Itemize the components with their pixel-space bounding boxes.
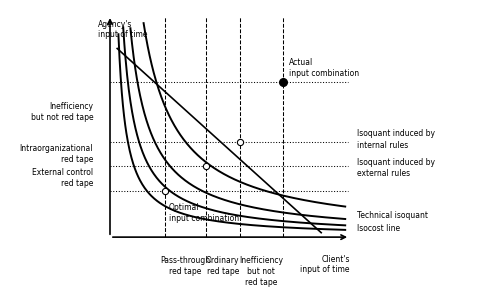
Text: Isocost line: Isocost line (357, 224, 401, 233)
Text: Intraorganizational
red tape: Intraorganizational red tape (20, 144, 93, 164)
Text: Optimal
input combination: Optimal input combination (169, 203, 239, 223)
Text: Client's
input of time: Client's input of time (300, 255, 350, 274)
Text: Isoquant induced by
external rules: Isoquant induced by external rules (357, 158, 435, 178)
Text: External control
red tape: External control red tape (32, 168, 93, 188)
Text: Technical isoquant: Technical isoquant (357, 211, 428, 220)
Text: Inefficiency
but not red tape: Inefficiency but not red tape (30, 102, 93, 122)
Text: Pass-through
red tape: Pass-through red tape (160, 256, 210, 276)
Text: Ordinary
red tape: Ordinary red tape (206, 256, 240, 276)
Text: Agency's
input of time: Agency's input of time (98, 20, 148, 39)
Text: Actual
input combination: Actual input combination (289, 58, 359, 78)
Text: Isoquant induced by
internal rules: Isoquant induced by internal rules (357, 130, 435, 150)
Text: Inefficiency
but not
red tape: Inefficiency but not red tape (239, 256, 283, 287)
